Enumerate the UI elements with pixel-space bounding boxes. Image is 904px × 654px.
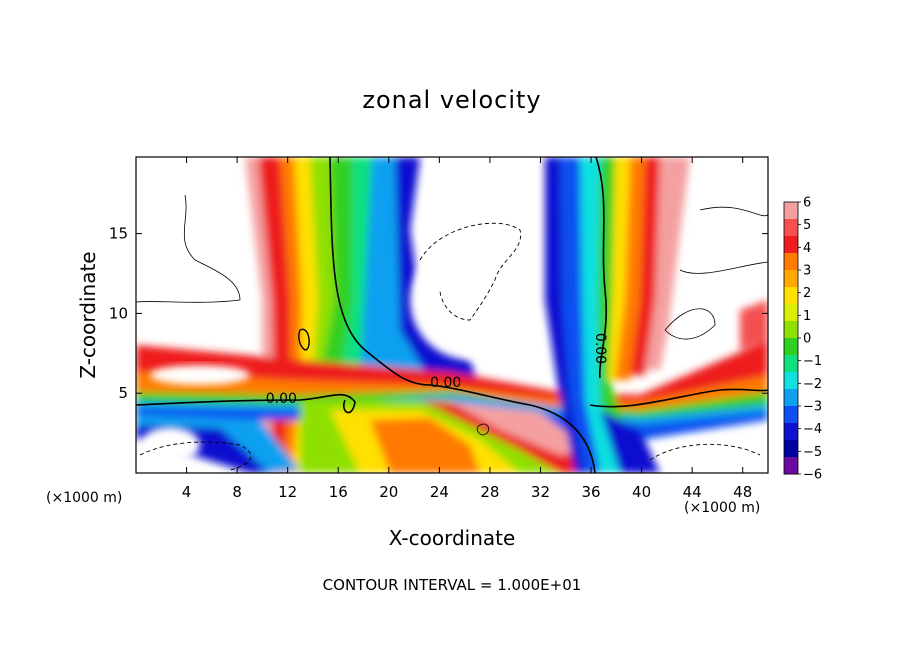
colorbar-label: −6 — [803, 468, 822, 483]
chart-title: zonal velocity — [362, 86, 542, 114]
y-axis-label: Z-coordinate — [76, 251, 100, 379]
contour-label: 0.00 — [430, 375, 461, 391]
colorbar-swatch — [784, 321, 798, 339]
x-tick-label: 16 — [329, 483, 348, 501]
x-tick-label: 48 — [733, 483, 752, 501]
colorbar-swatch — [784, 287, 798, 305]
colorbar-swatch — [784, 338, 798, 356]
colorbar-swatch — [784, 440, 798, 458]
x-tick-label: 36 — [581, 483, 600, 501]
colorbar-swatch — [784, 355, 798, 373]
contour-interval-footer: CONTOUR INTERVAL = 1.000E+01 — [322, 576, 582, 594]
colorbar-swatch — [784, 406, 798, 424]
x-unit-label-right: (×1000 m) — [684, 500, 761, 516]
colorbar-label: −3 — [803, 400, 822, 415]
x-unit-label-left: (×1000 m) — [46, 490, 123, 506]
x-tick-label: 24 — [430, 483, 449, 501]
colorbar-label: 6 — [803, 196, 811, 211]
colorbar-label: −1 — [803, 354, 822, 369]
colorbar-swatch — [784, 457, 798, 475]
y-tick-label: 10 — [109, 304, 128, 322]
colorbar-label: −2 — [803, 377, 822, 392]
colorbar-swatch — [784, 389, 798, 407]
colorbar-swatch — [784, 423, 798, 441]
x-tick-label: 40 — [632, 483, 651, 501]
x-tick-label: 4 — [182, 483, 192, 501]
colorbar-swatch — [784, 219, 798, 237]
contour-label: 0.00 — [592, 333, 608, 364]
x-tick-label: 8 — [232, 483, 242, 501]
x-axis-label: X-coordinate — [388, 526, 516, 550]
colorbar-swatch — [784, 253, 798, 271]
colorbar-label: 1 — [803, 309, 811, 324]
plot-frame — [135, 156, 769, 474]
colorbar-label: 2 — [803, 286, 811, 301]
colorbar-label: 4 — [803, 241, 811, 256]
velocity-field — [136, 157, 768, 473]
colorbar-label: 5 — [803, 218, 811, 233]
colorbar-swatch — [784, 304, 798, 322]
colorbar-label: 3 — [803, 264, 811, 279]
colorbar — [783, 201, 799, 475]
colorbar-label: −5 — [803, 445, 822, 460]
y-tick-label: 5 — [118, 384, 128, 402]
colorbar-label: −4 — [803, 422, 822, 437]
colorbar-swatch — [784, 202, 798, 220]
colorbar-swatch — [784, 372, 798, 390]
x-tick-label: 32 — [531, 483, 550, 501]
x-tick-label: 28 — [480, 483, 499, 501]
x-tick-label: 44 — [683, 483, 702, 501]
y-tick-label: 15 — [109, 225, 128, 243]
colorbar-swatch — [784, 270, 798, 288]
colorbar-swatch — [784, 236, 798, 254]
contour-label: 0.00 — [266, 391, 297, 407]
x-tick-label: 20 — [379, 483, 398, 501]
colorbar-label: 0 — [803, 332, 811, 347]
x-tick-label: 12 — [278, 483, 297, 501]
